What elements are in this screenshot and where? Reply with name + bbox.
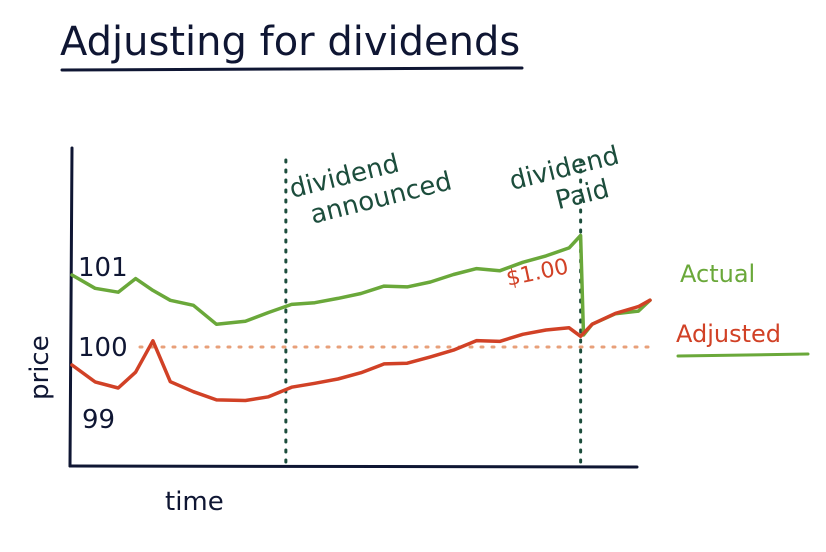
legend-label-adjusted: Adjusted [676, 320, 781, 348]
x-axis [68, 464, 639, 469]
title-underline [60, 66, 524, 72]
y-axis [68, 146, 74, 468]
y-axis-label: price [25, 335, 55, 400]
series-line-adjusted [70, 298, 652, 403]
chart-title: Adjusting for dividends [60, 19, 520, 65]
tick-label-100: 100 [78, 333, 128, 363]
tick-label-99: 99 [82, 405, 115, 435]
series-line-actual [70, 233, 652, 337]
x-axis-label: time [165, 487, 224, 517]
legend-underline-adjusted [676, 352, 810, 358]
tick-label-101: 101 [78, 253, 128, 283]
legend-label-actual: Actual [680, 260, 755, 288]
